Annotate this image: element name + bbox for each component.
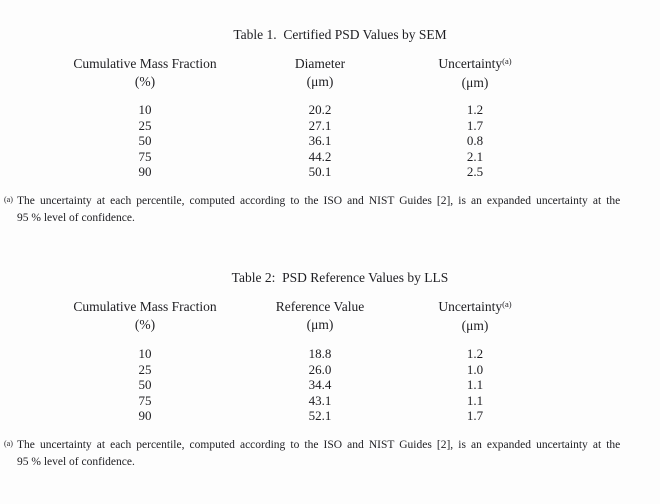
- column-header-text: Uncertainty: [438, 56, 503, 71]
- table-cell: 44.2: [308, 148, 332, 164]
- table-2-col-header-mass-fraction: Cumulative Mass Fraction (%): [40, 298, 250, 335]
- table-1-header: Cumulative Mass Fraction (%) Diameter (μ…: [40, 55, 560, 92]
- column-header-line1: Diameter: [294, 56, 346, 71]
- table-cell: 50: [138, 377, 152, 392]
- column-header-unit: (μm): [306, 317, 334, 332]
- column-header-line1: Reference Value: [275, 299, 365, 314]
- table-row: 50 36.1 0.8: [40, 133, 560, 149]
- column-header-unit: (μm): [306, 74, 334, 89]
- table-cell: 50: [138, 133, 152, 148]
- table-1-title: Table 1. Certified PSD Values by SEM: [233, 27, 447, 42]
- footnote-reference-superscript: (a): [502, 298, 512, 309]
- footnote-line2: 95 % level of confidence.: [17, 211, 135, 224]
- table-cell: 18.8: [308, 346, 332, 361]
- table-cell: 75: [138, 148, 152, 164]
- footnote-text: The uncertainty at each percentile, comp…: [17, 437, 650, 470]
- column-header-line1: Cumulative Mass Fraction: [73, 56, 217, 71]
- column-header-line1: Uncertainty(a): [390, 55, 560, 74]
- table-cell: 27.1: [308, 117, 332, 133]
- table-cell: 10: [138, 346, 152, 361]
- column-header-unit: (%): [134, 74, 156, 89]
- footnote-line2: 95 % level of confidence.: [17, 455, 135, 468]
- footnote-line1: The uncertainty at each percentile, comp…: [17, 195, 621, 207]
- table-cell: 20.2: [308, 102, 332, 117]
- table-1-footnote: (a) The uncertainty at each percentile, …: [4, 193, 650, 226]
- table-cell: 1.1: [466, 392, 484, 408]
- table-cell: 2.1: [466, 148, 484, 164]
- table-cell: 75: [138, 392, 152, 408]
- column-header-unit: (μm): [461, 318, 489, 333]
- table-row: 75 43.1 1.1: [40, 393, 560, 409]
- table-2-col-header-reference-value: Reference Value (μm): [250, 298, 390, 335]
- table-cell: 0.8: [466, 133, 484, 148]
- table-cell: 1.0: [466, 361, 484, 377]
- table-row: 90 50.1 2.5: [40, 164, 560, 180]
- table-cell: 43.1: [308, 392, 332, 408]
- table-2-col-header-uncertainty: Uncertainty(a) (μm): [390, 298, 560, 335]
- table-cell: 26.0: [308, 361, 332, 377]
- table-cell: 34.4: [308, 377, 332, 392]
- column-header-unit: (%): [134, 317, 156, 332]
- column-header-line1: Uncertainty(a): [390, 298, 560, 317]
- footnote-reference-superscript: (a): [502, 55, 512, 66]
- table-cell: 1.7: [466, 117, 484, 133]
- table-cell: 1.1: [466, 377, 484, 392]
- table-2-header: Cumulative Mass Fraction (%) Reference V…: [40, 298, 560, 335]
- table-row: 50 34.4 1.1: [40, 377, 560, 393]
- column-header-text: Uncertainty: [438, 299, 503, 314]
- table-cell: 1.2: [466, 102, 484, 117]
- table-cell: 2.5: [466, 164, 484, 179]
- table-cell: 25: [138, 361, 152, 377]
- table-cell: 50.1: [308, 164, 332, 179]
- table-cell: 90: [138, 408, 152, 423]
- column-header-unit: (μm): [461, 75, 489, 90]
- footnote-text: The uncertainty at each percentile, comp…: [17, 193, 650, 226]
- table-row: 10 20.2 1.2: [40, 102, 560, 118]
- column-header-line1: Cumulative Mass Fraction: [73, 299, 217, 314]
- table-1-col-header-uncertainty: Uncertainty(a) (μm): [390, 55, 560, 92]
- table-cell: 52.1: [308, 408, 332, 423]
- table-row: 10 18.8 1.2: [40, 346, 560, 362]
- table-2-title: Table 2: PSD Reference Values by LLS: [231, 270, 449, 285]
- table-row: 25 26.0 1.0: [40, 362, 560, 378]
- table-1-col-header-diameter: Diameter (μm): [250, 55, 390, 92]
- table-cell: 25: [138, 117, 152, 133]
- table-row: 25 27.1 1.7: [40, 118, 560, 134]
- table-row: 90 52.1 1.7: [40, 408, 560, 424]
- table-cell: 90: [138, 164, 152, 179]
- table-2-body: 10 18.8 1.2 25 26.0 1.0 50 34.4 1.1 75 4…: [40, 346, 560, 424]
- table-cell: 1.2: [466, 346, 484, 361]
- footnote-marker-superscript: (a): [4, 195, 13, 204]
- table-cell: 36.1: [308, 133, 332, 148]
- footnote-line1: The uncertainty at each percentile, comp…: [17, 439, 621, 451]
- table-1-body: 10 20.2 1.2 25 27.1 1.7 50 36.1 0.8 75 4…: [40, 102, 560, 180]
- table-2-footnote: (a) The uncertainty at each percentile, …: [4, 437, 650, 470]
- table-cell: 1.7: [466, 408, 484, 423]
- table-row: 75 44.2 2.1: [40, 149, 560, 165]
- table-1-col-header-mass-fraction: Cumulative Mass Fraction (%): [40, 55, 250, 92]
- table-cell: 10: [138, 102, 152, 117]
- footnote-marker-superscript: (a): [4, 439, 13, 448]
